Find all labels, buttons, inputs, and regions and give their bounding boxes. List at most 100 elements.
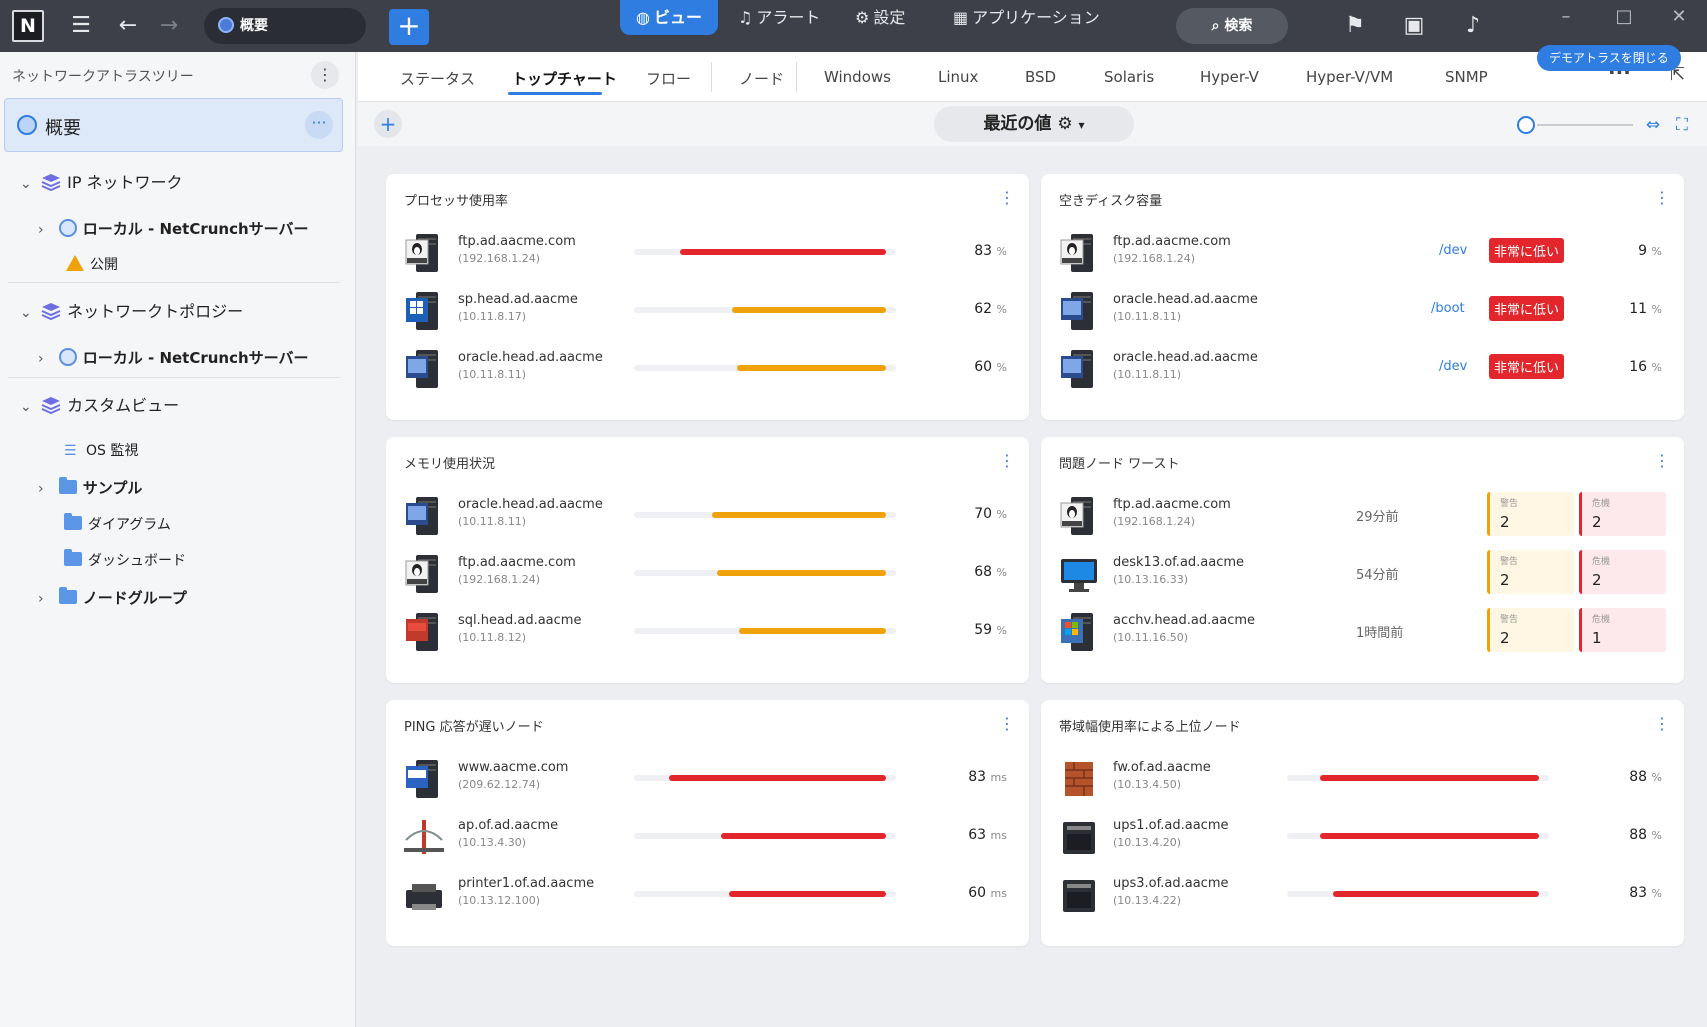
node-hostname[interactable]: ap.of.ad.aacme	[458, 818, 559, 833]
sidebar-item-dashboards[interactable]: ダッシュボード	[64, 549, 186, 570]
node-hostname[interactable]: sql.head.ad.aacme	[458, 613, 582, 628]
tab-solaris[interactable]: Solaris	[1104, 68, 1155, 86]
list-item[interactable]: ftp.ad.aacme.com (192.168.1.24) 68 %	[386, 544, 1029, 602]
list-item[interactable]: ftp.ad.aacme.com (192.168.1.24) 29分前 警告 2 危機 2	[1041, 486, 1684, 544]
list-item[interactable]: oracle.head.ad.aacme (10.11.8.11) 70 %	[386, 486, 1029, 544]
tab-bsd[interactable]: BSD	[1025, 68, 1057, 86]
node-hostname[interactable]: ups3.of.ad.aacme	[1113, 876, 1229, 891]
sidebar-item-node-groups[interactable]: › ノードグループ	[38, 587, 187, 607]
list-item[interactable]: ap.of.ad.aacme (10.13.4.30) 63 ms	[386, 807, 1029, 865]
tab-status[interactable]: ステータス	[400, 70, 476, 88]
breadcrumb[interactable]: 概要	[204, 8, 366, 44]
chevron-down-icon[interactable]: ⌄	[20, 176, 32, 192]
node-hostname[interactable]: sp.head.ad.aacme	[458, 292, 578, 307]
fit-width-icon[interactable]: ⇔	[1645, 115, 1661, 135]
list-item[interactable]: sp.head.ad.aacme (10.11.8.17) 62 %	[386, 281, 1029, 339]
chevron-right-icon[interactable]: ›	[38, 591, 44, 607]
chevron-down-icon[interactable]: ⌄	[20, 399, 32, 415]
critical-count-box[interactable]: 危機 2	[1579, 492, 1666, 536]
node-hostname[interactable]: www.aacme.com	[458, 760, 569, 775]
nav-tab-alerts[interactable]: ♫ アラート	[722, 0, 836, 35]
nav-tab-view[interactable]: ◍ ビュー	[620, 0, 718, 35]
chevron-right-icon[interactable]: ›	[38, 222, 44, 238]
notification-bell-icon[interactable]: ♪	[1465, 13, 1481, 38]
node-hostname[interactable]: printer1.of.ad.aacme	[458, 876, 595, 891]
close-demo-atlas-button[interactable]: デモアトラスを閉じる	[1537, 45, 1681, 71]
card-menu-icon[interactable]: ⋮	[1654, 188, 1670, 207]
chevron-right-icon[interactable]: ›	[38, 351, 44, 367]
tab-windows[interactable]: Windows	[824, 68, 891, 86]
critical-count-box[interactable]: 危機 2	[1579, 550, 1666, 594]
list-item[interactable]: ups1.of.ad.aacme (10.13.4.20) 88 %	[1041, 807, 1684, 865]
node-hostname[interactable]: oracle.head.ad.aacme	[1113, 292, 1258, 307]
tab-hyper-v-vm[interactable]: Hyper-V/VM	[1306, 68, 1394, 86]
sidebar-menu-icon[interactable]: ⋮	[311, 61, 339, 89]
tab-linux[interactable]: Linux	[938, 68, 979, 86]
node-hostname[interactable]: oracle.head.ad.aacme	[1113, 350, 1258, 365]
sidebar-item-overview[interactable]: 概要 ···	[4, 98, 343, 152]
card-menu-icon[interactable]: ⋮	[999, 451, 1015, 470]
search-button[interactable]: ⌕ 検索	[1176, 8, 1288, 44]
card-menu-icon[interactable]: ⋮	[1654, 451, 1670, 470]
mount-point-link[interactable]: /dev	[1439, 359, 1468, 374]
hamburger-menu-icon[interactable]: ☰	[71, 13, 91, 38]
more-icon[interactable]: ···	[305, 111, 333, 139]
list-item[interactable]: acchv.head.ad.aacme (10.11.16.50) 1時間前 警告 2 危…	[1041, 602, 1684, 660]
chevron-right-icon[interactable]: ›	[38, 481, 44, 497]
tab-flow[interactable]: フロー	[646, 70, 692, 88]
node-hostname[interactable]: ftp.ad.aacme.com	[1113, 497, 1231, 512]
node-hostname[interactable]: ftp.ad.aacme.com	[458, 555, 576, 570]
sidebar-item-public[interactable]: 公開	[66, 254, 118, 274]
node-hostname[interactable]: fw.of.ad.aacme	[1113, 760, 1211, 775]
node-hostname[interactable]: ftp.ad.aacme.com	[458, 234, 576, 249]
mount-point-link[interactable]: /dev	[1439, 243, 1468, 258]
nav-tab-settings[interactable]: ⚙ 設定	[839, 0, 921, 35]
list-item[interactable]: sql.head.ad.aacme (10.11.8.12) 59 %	[386, 602, 1029, 660]
list-item[interactable]: oracle.head.ad.aacme (10.11.8.11) /boot 非常に…	[1041, 281, 1684, 339]
list-item[interactable]: printer1.of.ad.aacme (10.13.12.100) 60 ms	[386, 865, 1029, 923]
mount-point-link[interactable]: /boot	[1431, 301, 1465, 316]
list-item[interactable]: www.aacme.com (209.62.12.74) 83 ms	[386, 749, 1029, 807]
warning-count-box[interactable]: 警告 2	[1487, 492, 1574, 536]
list-item[interactable]: ups3.of.ad.aacme (10.13.4.22) 83 %	[1041, 865, 1684, 923]
list-item[interactable]: ftp.ad.aacme.com (192.168.1.24) /dev 非常に低い 9…	[1041, 223, 1684, 281]
sidebar-item-network-topology[interactable]: ⌄ ネットワークトポロジー	[20, 302, 244, 321]
list-item[interactable]: fw.of.ad.aacme (10.13.4.50) 88 %	[1041, 749, 1684, 807]
back-arrow-icon[interactable]: ←	[118, 13, 138, 38]
node-hostname[interactable]: desk13.of.ad.aacme	[1113, 555, 1245, 570]
tab-nodes[interactable]: ノード	[739, 70, 785, 88]
clipboard-icon[interactable]: ▣	[1403, 13, 1425, 38]
node-hostname[interactable]: ftp.ad.aacme.com	[1113, 234, 1231, 249]
card-menu-icon[interactable]: ⋮	[999, 714, 1015, 733]
zoom-slider-handle[interactable]	[1517, 116, 1535, 134]
node-hostname[interactable]: acchv.head.ad.aacme	[1113, 613, 1255, 628]
add-widget-button[interactable]: +	[374, 110, 402, 138]
fullscreen-icon[interactable]: ⛶	[1676, 115, 1688, 135]
tab-snmp[interactable]: SNMP	[1445, 68, 1488, 86]
recent-values-dropdown[interactable]: 最近の値 ⚙ ▾	[934, 106, 1134, 142]
zoom-slider-track[interactable]	[1537, 124, 1633, 126]
forward-arrow-icon[interactable]: →	[159, 13, 179, 38]
chevron-down-icon[interactable]: ⌄	[20, 305, 32, 321]
sidebar-item-samples[interactable]: › サンプル	[38, 477, 143, 497]
flag-icon[interactable]: ⚑	[1345, 13, 1365, 38]
card-menu-icon[interactable]: ⋮	[999, 188, 1015, 207]
sidebar-item-os-monitoring[interactable]: ☰ OS 監視	[64, 443, 139, 459]
sidebar-item-ip-network[interactable]: ⌄ IP ネットワーク	[20, 173, 183, 192]
sidebar-item-custom-views[interactable]: ⌄ カスタムビュー	[20, 396, 180, 415]
nav-tab-applications[interactable]: ▦ アプリケーション	[937, 0, 1116, 35]
maximize-icon[interactable]: □	[1615, 6, 1633, 27]
sidebar-item-diagrams[interactable]: ダイアグラム	[64, 513, 171, 534]
minimize-icon[interactable]: –	[1561, 6, 1571, 27]
card-menu-icon[interactable]: ⋮	[1654, 714, 1670, 733]
tab-hyper-v[interactable]: Hyper-V	[1200, 68, 1259, 86]
list-item[interactable]: ftp.ad.aacme.com (192.168.1.24) 83 %	[386, 223, 1029, 281]
critical-count-box[interactable]: 危機 1	[1579, 608, 1666, 652]
close-icon[interactable]: ✕	[1671, 6, 1687, 27]
list-item[interactable]: oracle.head.ad.aacme (10.11.8.11) /dev 非常に低…	[1041, 339, 1684, 397]
warning-count-box[interactable]: 警告 2	[1487, 608, 1574, 652]
list-item[interactable]: oracle.head.ad.aacme (10.11.8.11) 60 %	[386, 339, 1029, 397]
sidebar-item-local-server[interactable]: › ローカル - NetCrunchサーバー	[38, 219, 309, 238]
node-hostname[interactable]: ups1.of.ad.aacme	[1113, 818, 1229, 833]
node-hostname[interactable]: oracle.head.ad.aacme	[458, 497, 603, 512]
